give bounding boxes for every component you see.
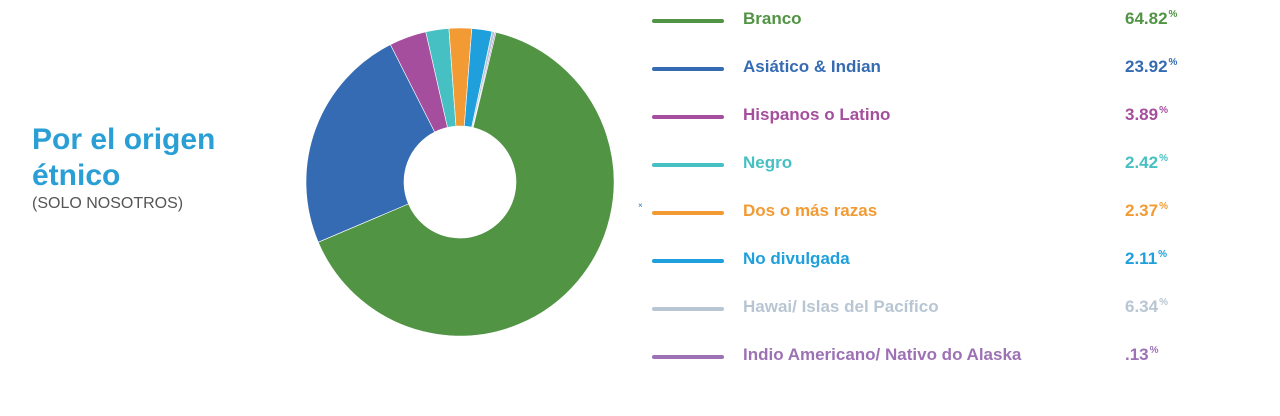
legend-value: 23.92% <box>1125 57 1178 76</box>
legend: Branco 64.82% Asiático & Indian 23.92% Hispa… <box>652 0 1252 416</box>
legend-swatch <box>652 163 724 167</box>
donut-chart <box>305 27 615 337</box>
legend-swatch <box>652 19 724 23</box>
legend-swatch <box>652 259 724 263</box>
title-block: Por el origen étnico (SOLO NOSOTROS) <box>32 122 292 214</box>
legend-row-dos-o-m-s-razas: Dos o más razas 2.37% <box>652 197 1252 227</box>
slice-branco <box>317 31 615 337</box>
legend-label: Negro <box>743 153 793 172</box>
legend-row-negro: Negro 2.42% <box>652 149 1252 179</box>
legend-value: 3.89% <box>1125 105 1168 124</box>
legend-swatch <box>652 307 724 311</box>
legend-label: Branco <box>743 9 802 28</box>
legend-row-asi-tico-indian: Asiático & Indian 23.92% <box>652 53 1252 83</box>
legend-row-hawai-islas-del-pac-fico: Hawai/ Islas del Pacífico 6.34% <box>652 293 1252 323</box>
legend-swatch <box>652 67 724 71</box>
slice-no-divulgada <box>463 28 493 128</box>
legend-value: 2.37% <box>1125 201 1168 220</box>
legend-row-hispanos-o-latino: Hispanos o Latino 3.89% <box>652 101 1252 131</box>
legend-value: 6.34% <box>1125 297 1168 316</box>
legend-label: Hawai/ Islas del Pacífico <box>743 297 939 316</box>
legend-value: 2.11% <box>1125 249 1168 268</box>
legend-swatch <box>652 211 724 215</box>
legend-label: No divulgada <box>743 249 850 268</box>
chart-title: Por el origen étnico <box>32 123 216 192</box>
legend-value: 64.82% <box>1125 9 1178 28</box>
legend-row-indio-americano-nativo-do-alaska: Indio Americano/ Nativo do Alaska .13% <box>652 341 1252 371</box>
tiny-mark: × <box>638 201 643 210</box>
legend-row-branco: Branco 64.82% <box>652 5 1252 35</box>
legend-swatch <box>652 115 724 119</box>
legend-label: Asiático & Indian <box>743 57 881 76</box>
legend-label: Dos o más razas <box>743 201 878 220</box>
legend-row-no-divulgada: No divulgada 2.11% <box>652 245 1252 275</box>
legend-label: Hispanos o Latino <box>743 105 891 124</box>
legend-value: .13% <box>1125 345 1159 364</box>
legend-label: Indio Americano/ Nativo do Alaska <box>743 345 1022 364</box>
slice-asi-tico-indian <box>305 44 436 243</box>
chart-subtitle: (SOLO NOSOTROS) <box>32 195 184 212</box>
legend-swatch <box>652 355 724 359</box>
legend-value: 2.42% <box>1125 153 1168 172</box>
